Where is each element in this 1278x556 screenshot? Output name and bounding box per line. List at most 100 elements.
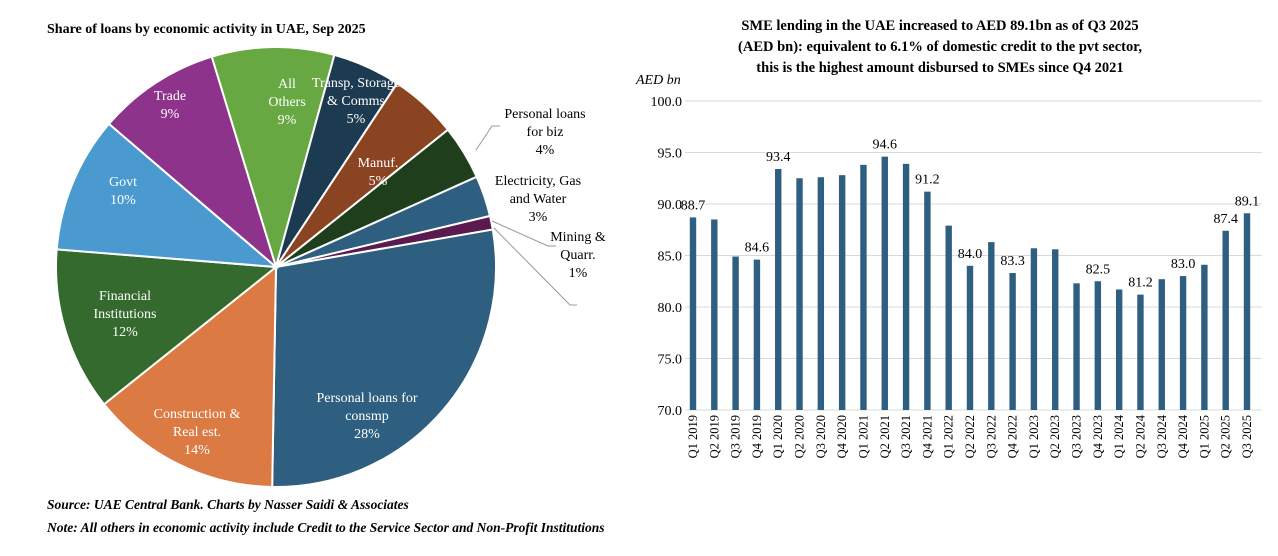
pie-label-line: Construction & xyxy=(154,407,241,422)
bar xyxy=(1094,281,1102,410)
y-tick-label: 90.0 xyxy=(658,198,683,213)
pie-slice-label: Transp, Storage & Comms 5% xyxy=(312,76,400,127)
bar xyxy=(753,259,761,410)
pie-label-line: 12% xyxy=(112,325,138,340)
pie-slice xyxy=(55,248,279,406)
pie-label-line: Personal loans xyxy=(504,107,585,122)
bar-data-label: 83.0 xyxy=(1171,257,1196,272)
pie-slice-label: Trade 9% xyxy=(154,89,186,122)
source-note: Source: UAE Central Bank. Charts by Nass… xyxy=(47,497,409,512)
bar-data-label: 94.6 xyxy=(873,138,898,153)
x-tick-label: Q1 2023 xyxy=(1027,415,1041,458)
pie-slice xyxy=(107,55,278,270)
pie-label-line: Others xyxy=(268,95,305,110)
x-tick-label: Q3 2020 xyxy=(814,415,828,458)
bar xyxy=(1243,213,1251,410)
pie-label-line: Manuf. xyxy=(358,156,399,171)
pie-slice xyxy=(55,122,279,269)
bar xyxy=(945,225,952,410)
bar xyxy=(1222,230,1229,410)
bar xyxy=(775,168,782,410)
x-tick-label: Q2 2025 xyxy=(1219,415,1233,458)
bar xyxy=(1179,276,1187,410)
pie-slice-label: Financial Institutions 12% xyxy=(93,289,156,340)
bar xyxy=(1115,289,1123,410)
y-axis-title: AED bn xyxy=(635,73,681,88)
pie-label-line: Trade xyxy=(154,89,186,104)
bar xyxy=(881,156,888,410)
bar xyxy=(1137,294,1144,410)
y-tick-label: 95.0 xyxy=(658,147,683,162)
x-tick-label: Q4 2019 xyxy=(750,415,764,458)
pie-label-line: Personal loans for xyxy=(316,391,417,406)
bar xyxy=(1009,273,1016,410)
pie-label-line: All xyxy=(278,77,296,92)
pie-chart-title: Share of loans by economic activity in U… xyxy=(47,22,366,37)
bar xyxy=(817,177,825,410)
x-tick-label: Q2 2020 xyxy=(793,415,807,458)
x-tick-label: Q1 2020 xyxy=(771,415,785,458)
x-tick-label: Q4 2023 xyxy=(1091,415,1105,458)
bar xyxy=(1030,248,1038,410)
bar xyxy=(902,163,910,410)
pie-slice-label: Personal loans for biz 4% xyxy=(504,107,585,158)
pie-label-line: and Water xyxy=(510,192,567,207)
pie-slice-label: Manuf. 5% xyxy=(358,156,399,189)
y-tick-label: 75.0 xyxy=(658,353,683,368)
bar xyxy=(966,265,974,410)
bar-data-label: 93.4 xyxy=(766,150,791,165)
y-tick-label: 100.0 xyxy=(651,95,683,110)
bar-data-label: 82.5 xyxy=(1086,262,1111,277)
pie-label-line: Quarr. xyxy=(560,248,595,263)
bar xyxy=(711,219,718,410)
x-tick-label: Q1 2022 xyxy=(942,415,956,458)
x-tick-label: Q4 2020 xyxy=(835,415,849,458)
bar-data-label: 84.0 xyxy=(958,247,983,262)
x-tick-label: Q2 2022 xyxy=(963,415,977,458)
bar xyxy=(860,164,867,410)
x-tick-label: Q4 2021 xyxy=(920,415,934,458)
x-tick-label: Q3 2024 xyxy=(1155,414,1169,458)
bar xyxy=(838,175,846,410)
x-tick-label: Q3 2019 xyxy=(729,415,743,458)
bar-data-label: 89.1 xyxy=(1235,194,1260,209)
bar-chart-title: SME lending in the UAE increased to AED … xyxy=(660,16,1220,79)
pie-label-line: Real est. xyxy=(173,425,221,440)
x-tick-label: Q1 2024 xyxy=(1112,414,1126,458)
bar xyxy=(1201,264,1208,410)
bar xyxy=(732,256,739,410)
pie-label-line: Govt xyxy=(109,175,137,190)
bar xyxy=(1073,283,1080,410)
bar xyxy=(924,191,931,410)
x-tick-label: Q1 2021 xyxy=(856,415,870,458)
pie-label-line: 5% xyxy=(347,112,366,127)
bar xyxy=(1052,249,1059,410)
bar xyxy=(1158,279,1165,410)
x-tick-label: Q2 2019 xyxy=(707,415,721,458)
x-tick-label: Q3 2023 xyxy=(1070,415,1084,458)
bar xyxy=(689,217,697,410)
x-tick-label: Q2 2023 xyxy=(1048,415,1062,458)
pie-slice xyxy=(210,46,336,271)
x-tick-label: Q3 2022 xyxy=(984,415,998,458)
y-tick-label: 85.0 xyxy=(658,250,683,265)
x-tick-label: Q2 2024 xyxy=(1133,414,1147,458)
x-tick-label: Q3 2021 xyxy=(899,415,913,458)
pie-slice-label: Construction & Real est. 14% xyxy=(154,407,241,458)
pie-label-line: Transp, Storage xyxy=(312,76,400,91)
pie-slice-label: Electricity, Gas and Water 3% xyxy=(495,174,581,225)
x-tick-label: Q1 2025 xyxy=(1197,415,1211,458)
pie-slice xyxy=(271,228,497,488)
pie-label-line: 9% xyxy=(161,107,180,122)
y-tick-label: 70.0 xyxy=(658,404,683,419)
pie-label-line: Electricity, Gas xyxy=(495,174,581,189)
bar-data-label: 84.6 xyxy=(745,241,770,256)
leader-line xyxy=(475,125,500,151)
pie-label-line: 9% xyxy=(278,113,297,128)
bar xyxy=(988,242,995,410)
pie-label-line: Institutions xyxy=(93,307,156,322)
pie-slice-label: All Others 9% xyxy=(268,77,305,128)
bar-data-label: 91.2 xyxy=(915,173,940,188)
footnote: Note: All others in economic activity in… xyxy=(47,520,605,535)
